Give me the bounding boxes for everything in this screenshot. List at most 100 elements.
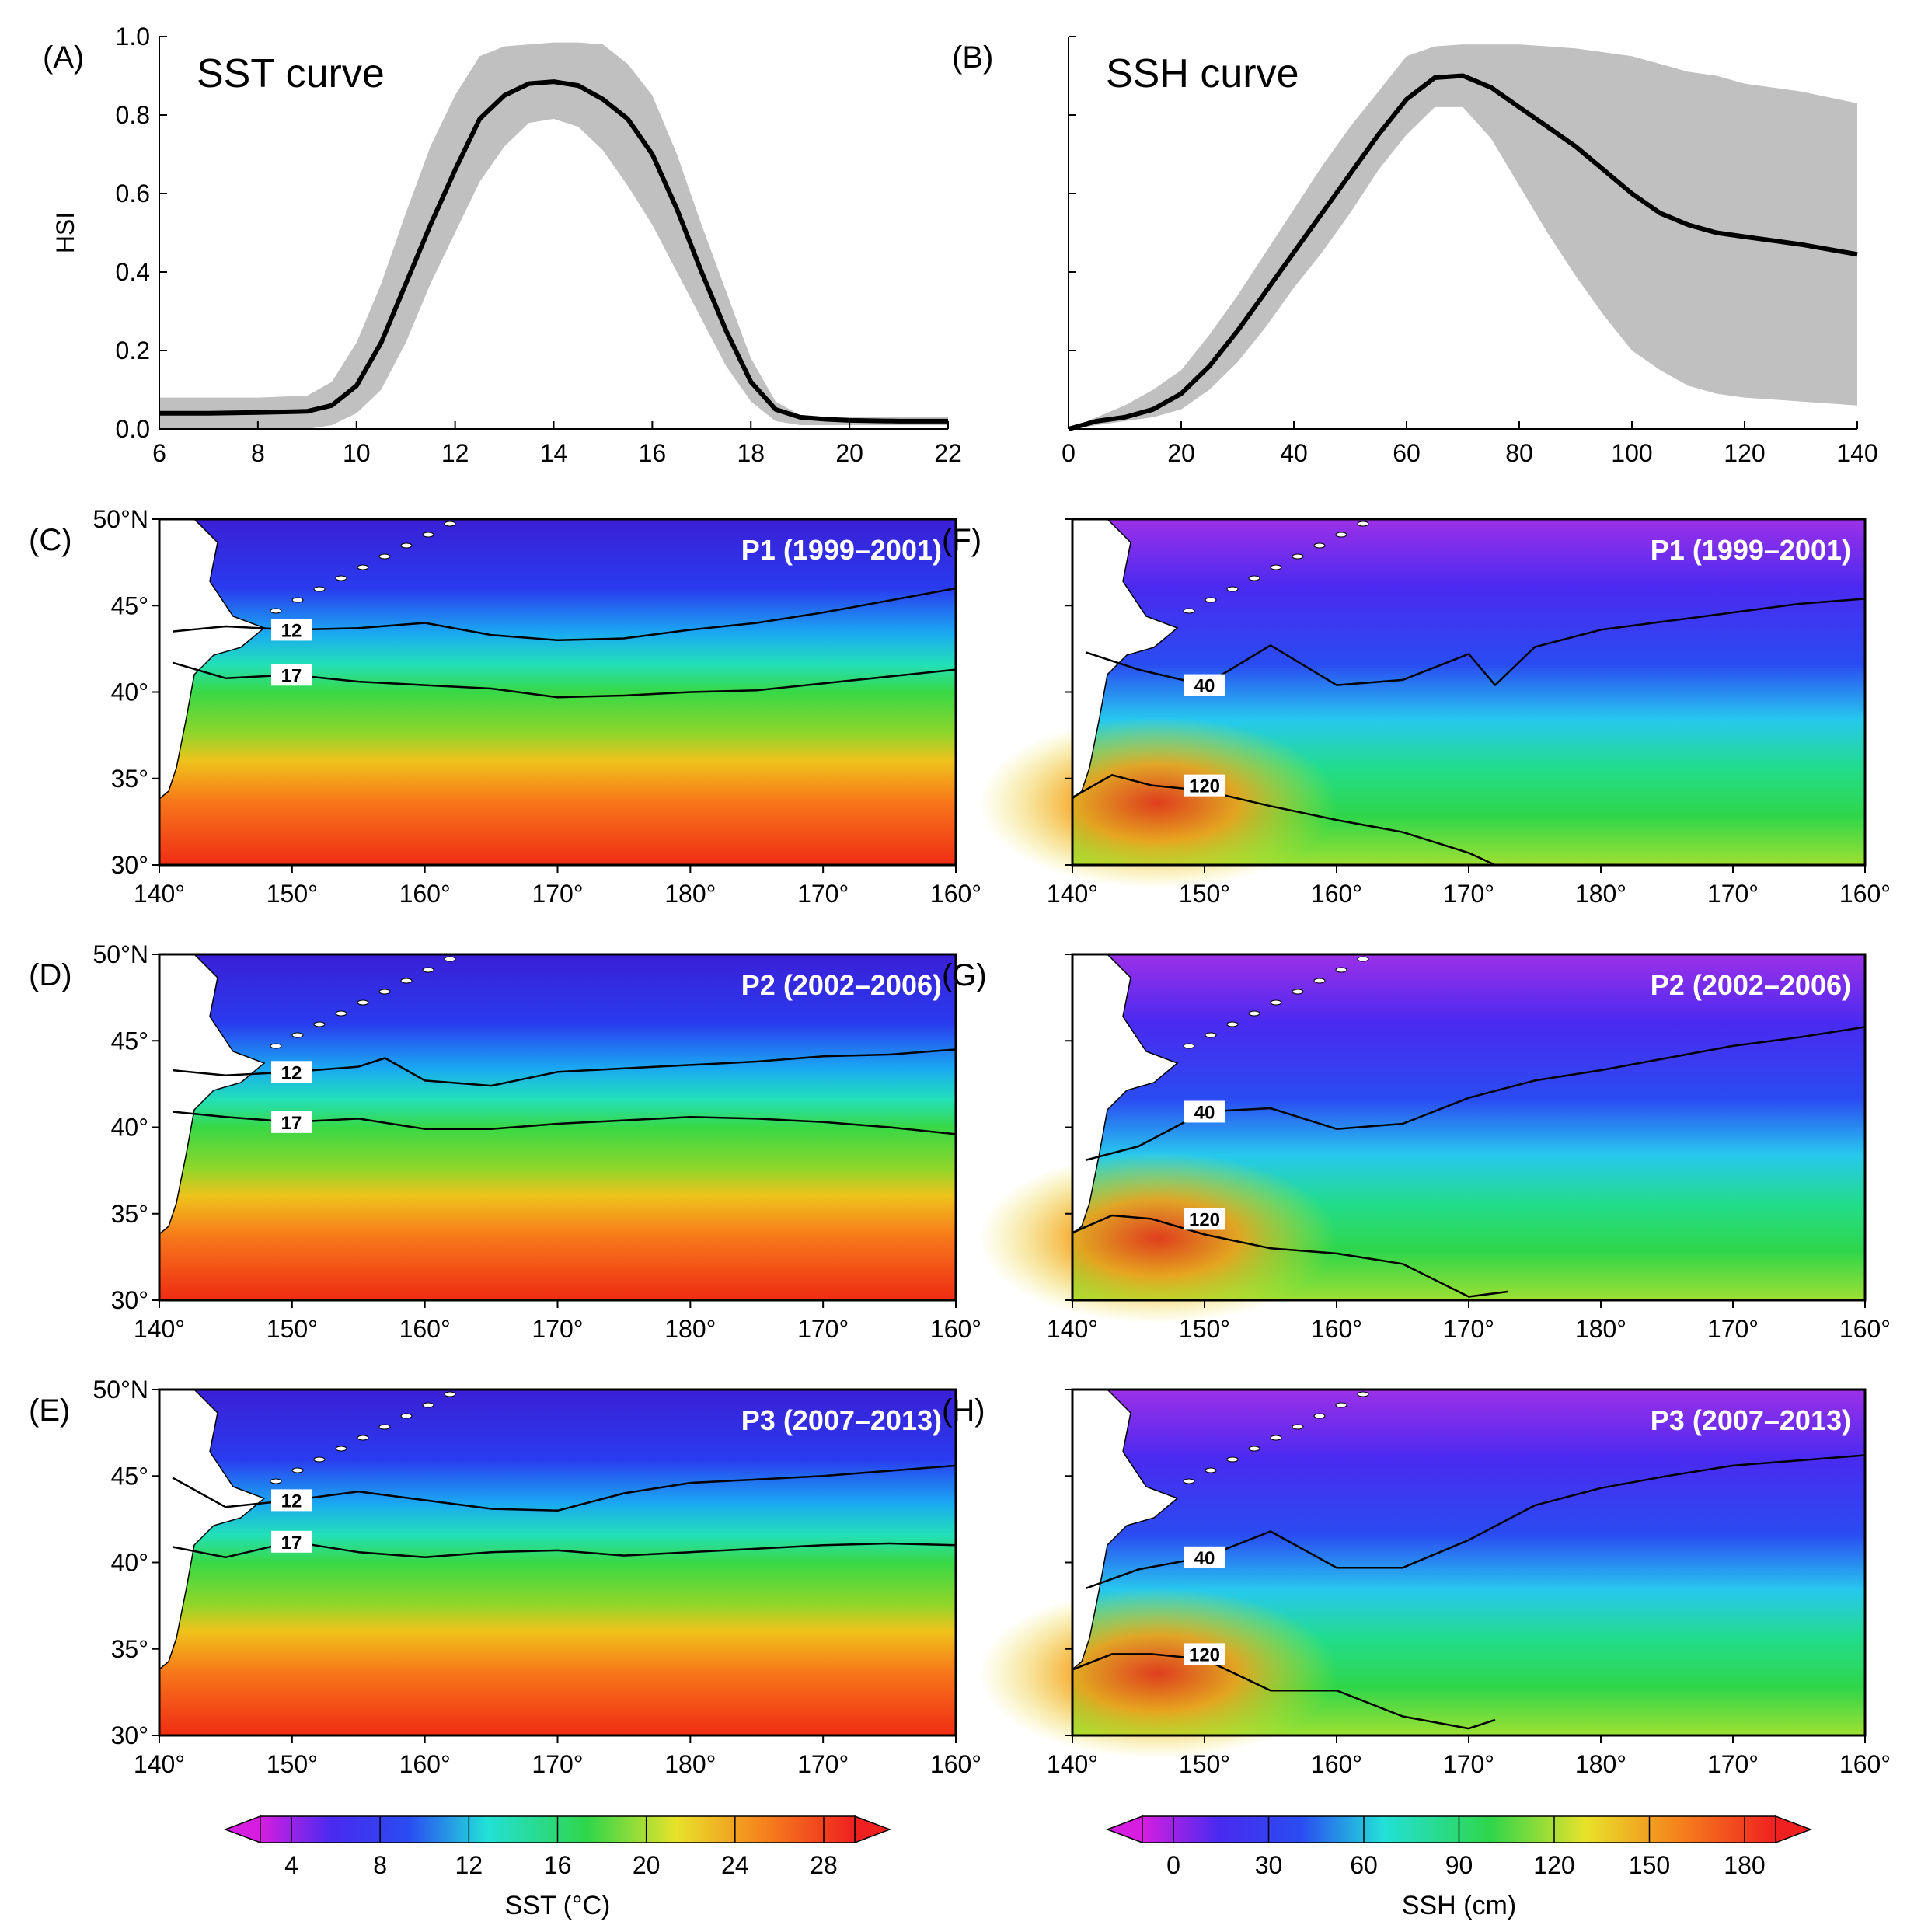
island: [378, 553, 391, 560]
panel-letter: (F): [942, 523, 981, 557]
x-tick-label: 170°: [532, 1315, 583, 1343]
y-tick-label: 35°: [111, 1200, 148, 1228]
island: [335, 1010, 347, 1017]
contour-label: 12: [281, 620, 302, 641]
confidence-band: [1069, 44, 1857, 429]
x-tick-label: 170°: [1707, 1750, 1759, 1778]
island: [1292, 553, 1304, 560]
map-panel-c: 12 17 P1 (1999–2001) 140° 150° 160° 170° 180° 17…: [29, 505, 981, 908]
contour-label: 17: [281, 665, 302, 686]
colorbar-tick-label: 150: [1629, 1851, 1670, 1879]
x-tick-label: 22: [934, 439, 962, 467]
field-background: [159, 1390, 956, 1735]
island: [1248, 1446, 1260, 1452]
island: [357, 564, 369, 570]
island: [313, 586, 326, 592]
period-label: P2 (2002–2006): [741, 969, 942, 1001]
panel-letter: (G): [942, 958, 987, 992]
x-tick-label: 170°: [1443, 880, 1494, 908]
contour-line: [1072, 1653, 1496, 1730]
x-tick-label: 150°: [1179, 1750, 1230, 1778]
curve-panel-b: 0 20 40 60 80 100 120 140 SSH curve (B): [952, 36, 1878, 467]
y-tick-label: 40°: [111, 1114, 148, 1142]
curve-title: SST curve: [197, 51, 385, 96]
island: [1248, 575, 1260, 581]
colorbar-label: SST (°C): [505, 1891, 611, 1920]
y-axis-label: HSI: [51, 212, 79, 253]
island: [1205, 1032, 1217, 1038]
warm-core: [979, 717, 1337, 888]
island: [1292, 1424, 1304, 1430]
x-tick-label: 20: [1167, 439, 1195, 467]
contour-label-box: [271, 1061, 312, 1083]
panel-letter: (D): [29, 958, 72, 992]
y-tick-label: 40°: [111, 678, 148, 706]
island: [1226, 586, 1239, 592]
island: [291, 1467, 304, 1473]
x-tick-label: 180°: [1575, 1315, 1626, 1343]
island: [291, 1032, 304, 1038]
island: [1226, 1021, 1239, 1027]
x-tick-label: 170°: [1443, 1315, 1494, 1343]
island: [357, 1435, 369, 1441]
island: [1205, 597, 1217, 603]
island: [313, 1021, 326, 1027]
warm-core: [979, 1588, 1337, 1759]
x-tick-label: 160°: [399, 1750, 451, 1778]
land: [1072, 518, 1179, 800]
colorbar-min-arrow: [223, 1815, 261, 1844]
x-tick-label: 160°: [930, 880, 981, 908]
y-tick-label: 30°: [111, 1286, 148, 1314]
contour-label-box: [1184, 1643, 1225, 1665]
contour-label-box: [271, 619, 312, 641]
contour-label: 120: [1189, 1644, 1220, 1665]
island: [378, 989, 391, 995]
contour-label-box: [271, 1530, 312, 1553]
island: [1183, 1478, 1195, 1484]
contour-label-box: [271, 1489, 312, 1512]
y-tick-label: 30°: [111, 1721, 148, 1749]
x-tick-label: 180°: [664, 1315, 716, 1343]
x-tick-label: 14: [540, 439, 568, 467]
x-tick-label: 140°: [1047, 1750, 1098, 1778]
x-tick-label: 160°: [1311, 880, 1362, 908]
period-label: P1 (1999–2001): [1651, 534, 1851, 566]
x-tick-label: 160°: [930, 1750, 981, 1778]
x-tick-label: 160°: [1311, 1315, 1362, 1343]
x-tick-label: 170°: [797, 1315, 849, 1343]
y-tick-label: 45°: [111, 1027, 148, 1055]
island: [1357, 521, 1369, 527]
x-tick-label: 12: [441, 439, 469, 467]
y-tick-label: 40°: [111, 1549, 148, 1577]
x-tick-label: 140°: [134, 1315, 185, 1343]
panel-letter: (B): [952, 40, 993, 75]
x-tick-label: 160°: [1839, 1315, 1891, 1343]
contour-line: [1072, 774, 1496, 867]
contour-label-box: [1184, 1100, 1225, 1123]
contour-label-box: [1184, 1208, 1225, 1230]
colorbar-tick-label: 28: [810, 1851, 838, 1879]
colorbar-max-arrow: [1775, 1815, 1813, 1844]
colorbar-tick-label: 180: [1724, 1851, 1765, 1879]
x-tick-label: 16: [639, 439, 667, 467]
contour-label: 17: [281, 1533, 302, 1554]
island: [1270, 999, 1282, 1006]
island: [1357, 1391, 1369, 1397]
island: [270, 608, 282, 614]
island: [335, 575, 347, 581]
contour-label: 120: [1189, 776, 1220, 797]
map-panel-f: 40 120 P1 (1999–2001) 140° 150° 160° 170° 180° 1…: [942, 518, 1891, 908]
x-tick-label: 60: [1393, 439, 1421, 467]
colorbar-tick-label: 8: [373, 1851, 387, 1879]
contour-label: 40: [1194, 676, 1215, 697]
mean-curve: [159, 79, 948, 424]
y-tick-label: 0.0: [116, 415, 150, 443]
contour-label: 12: [281, 1062, 302, 1083]
period-label: P1 (1999–2001): [741, 534, 942, 566]
island: [378, 1424, 391, 1430]
contour-label-box: [1184, 674, 1225, 696]
y-tick-label: 50°N: [93, 1376, 149, 1404]
x-tick-label: 170°: [1707, 880, 1759, 908]
period-label: P3 (2007–2013): [741, 1404, 942, 1436]
